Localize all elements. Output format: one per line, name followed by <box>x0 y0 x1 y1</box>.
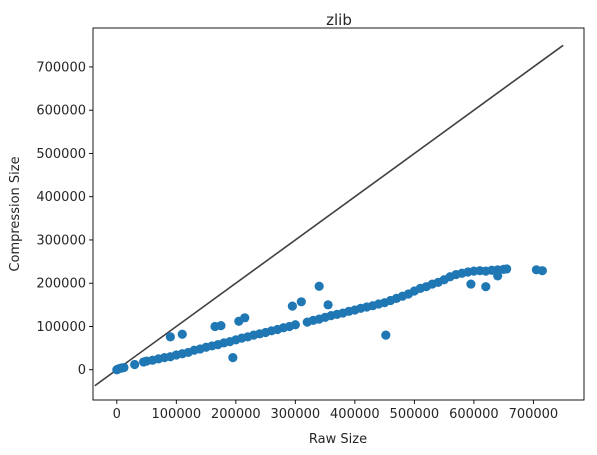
x-axis-label: Raw Size <box>309 432 367 447</box>
plot-area <box>94 44 564 387</box>
data-point <box>502 264 512 274</box>
data-point <box>537 266 547 276</box>
reference-line <box>94 44 564 387</box>
data-point <box>481 282 491 292</box>
data-point <box>177 329 187 339</box>
data-point <box>323 300 333 310</box>
data-point <box>240 313 250 323</box>
axes-frame <box>92 27 585 401</box>
data-point <box>165 332 175 342</box>
x-tick-label: 100000 <box>152 407 202 422</box>
x-tick-label: 0 <box>113 407 121 422</box>
x-tick-label: 500000 <box>390 407 440 422</box>
y-axis-label: Compression Size <box>8 156 23 271</box>
data-point <box>466 279 476 289</box>
data-point <box>119 362 129 373</box>
y-tick-label: 100000 <box>36 320 86 335</box>
data-point <box>296 297 306 307</box>
y-tick-label: 600000 <box>36 104 86 119</box>
y-tick-label: 300000 <box>36 233 86 248</box>
x-tick-label: 200000 <box>211 407 261 422</box>
data-point <box>314 281 324 291</box>
tick-layer: 0 100000 200000 300000 400000 500000 600000 700… <box>36 60 558 422</box>
data-point <box>381 330 391 340</box>
x-tick-label: 400000 <box>330 407 380 422</box>
y-tick-label: 400000 <box>36 190 86 205</box>
x-tick-label: 600000 <box>449 407 499 422</box>
data-point <box>130 359 140 370</box>
data-point <box>493 271 503 281</box>
y-tick-label: 200000 <box>36 277 86 292</box>
data-point <box>290 320 300 330</box>
x-tick-label: 700000 <box>509 407 559 422</box>
x-tick-label: 300000 <box>271 407 321 422</box>
data-point <box>287 301 297 311</box>
data-point <box>216 321 226 331</box>
y-tick-label: 0 <box>78 363 86 378</box>
y-tick-label: 500000 <box>36 147 86 162</box>
data-point <box>228 353 238 363</box>
chart-title: zlib <box>326 11 352 29</box>
y-tick-label: 700000 <box>36 60 86 75</box>
